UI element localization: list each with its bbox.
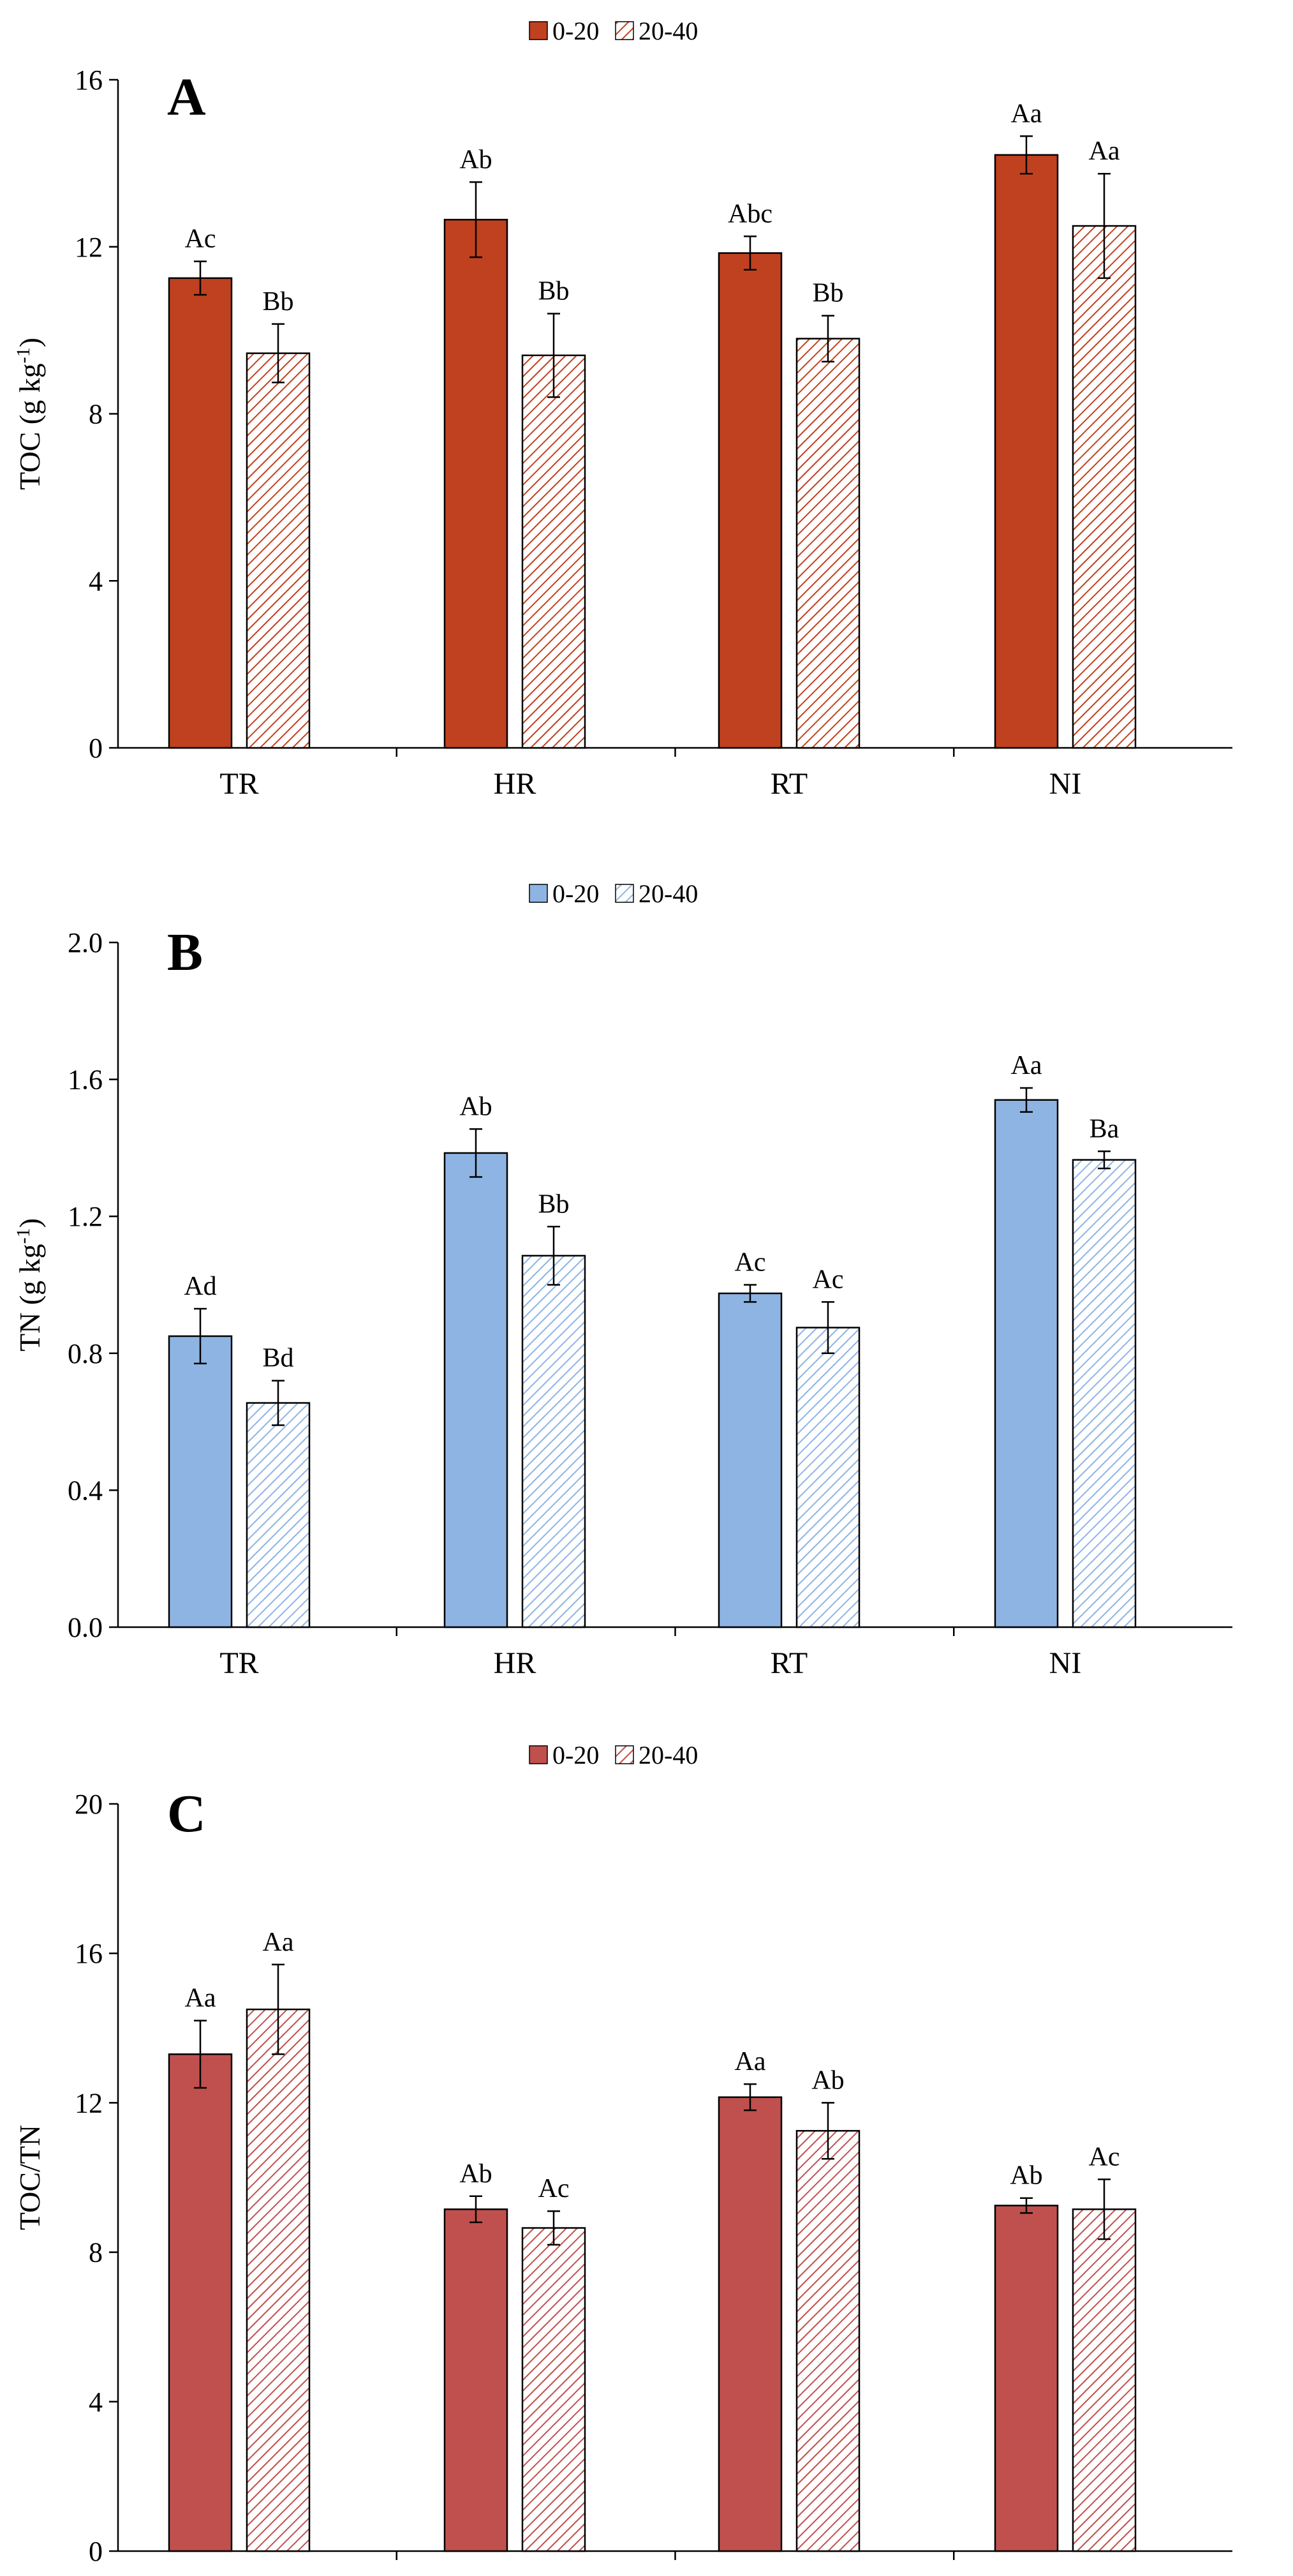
significance-label: Bb (262, 287, 293, 316)
bar-TR-20-40 (246, 352, 311, 749)
legend-swatch-0-20 (529, 884, 548, 903)
legend-label: 20-40 (639, 1741, 698, 1769)
significance-label: Bb (812, 279, 843, 308)
panel-label: A (167, 68, 206, 127)
y-tick-label: 0.8 (68, 1338, 103, 1369)
x-category-label: RT (771, 1646, 808, 1680)
legend-label: 0-20 (552, 879, 599, 908)
x-category-label: NI (1049, 767, 1082, 801)
y-tick-label: 0.0 (68, 1612, 103, 1643)
y-tick-label: 20 (75, 1789, 103, 1820)
significance-label: Aa (263, 1928, 294, 1957)
significance-label: Aa (1089, 137, 1120, 166)
legend-label: 0-20 (552, 1741, 599, 1769)
y-tick-label: 4 (89, 565, 103, 597)
bar-RT-0-20 (718, 1292, 783, 1628)
bar-RT-0-20 (718, 2096, 783, 2552)
bar-TR-20-40 (246, 2008, 311, 2552)
x-category-label: TR (219, 1646, 258, 1680)
significance-label: Aa (185, 1984, 216, 2013)
legend-label: 20-40 (639, 17, 698, 45)
y-tick-label: 12 (75, 232, 103, 263)
significance-label: Ac (735, 1248, 766, 1277)
y-axis-label: TOC (g kg-1) (13, 338, 46, 490)
x-category-label: HR (494, 1646, 536, 1680)
y-tick-label: 0.4 (68, 1475, 103, 1506)
significance-label: Aa (1011, 1051, 1042, 1080)
panel-label: B (167, 923, 203, 982)
significance-label: Bb (538, 1189, 569, 1219)
significance-label: Ab (459, 145, 492, 174)
bar-NI-20-40 (1072, 1159, 1137, 1628)
y-tick-label: 4 (89, 2386, 103, 2418)
y-tick-label: 0 (89, 733, 103, 764)
significance-label: Aa (735, 2047, 766, 2076)
x-category-label: TR (219, 767, 258, 801)
bar-HR-0-20 (443, 218, 508, 749)
y-tick-label: 1.2 (68, 1201, 103, 1232)
chart-panel-a: 0 4 8 12 16 TOC (g kg-1) A 0-20 20-40 Ac Bb TR Ab Bb H… (13, 17, 1232, 801)
y-tick-label: 0 (89, 2536, 103, 2567)
bar-RT-0-20 (718, 252, 783, 749)
bar-RT-20-40 (795, 1327, 861, 1628)
bar-NI-0-20 (994, 1099, 1059, 1628)
significance-label: Ba (1090, 1114, 1119, 1143)
panel-label: C (167, 1784, 206, 1843)
y-tick-label: 16 (75, 1938, 103, 1969)
bar-NI-0-20 (994, 154, 1059, 749)
significance-label: Ab (811, 2066, 844, 2095)
y-tick-label: 16 (75, 64, 103, 96)
significance-label: Ab (1010, 2161, 1042, 2191)
bar-RT-20-40 (795, 2130, 861, 2552)
significance-label: Ad (184, 1272, 216, 1301)
significance-label: Ac (538, 2174, 570, 2203)
bar-HR-0-20 (443, 1152, 508, 1628)
bar-NI-0-20 (994, 2205, 1059, 2552)
x-category-label: HR (494, 2570, 536, 2576)
y-axis-label: TOC/TN (13, 2125, 46, 2230)
bar-TR-0-20 (168, 277, 233, 749)
bar-TR-20-40 (246, 1402, 311, 1628)
legend-swatch-0-20 (529, 1745, 548, 1764)
chart-panel-b: 0.0 0.4 0.8 1.2 1.6 2.0 TN (g kg-1) B 0-20 20-40 A… (13, 879, 1232, 1680)
significance-label: Ac (1089, 2142, 1120, 2171)
y-tick-label: 2.0 (68, 927, 103, 958)
bar-HR-0-20 (443, 2208, 508, 2552)
significance-label: Aa (1011, 99, 1042, 128)
significance-label: Bb (538, 276, 569, 306)
bar-NI-20-40 (1072, 2208, 1137, 2552)
significance-label: Ac (185, 225, 216, 254)
significance-label: Ac (813, 1265, 844, 1294)
y-axis-label: TN (g kg-1) (13, 1218, 46, 1351)
bar-RT-20-40 (795, 338, 861, 749)
chart-panel-c: 0 4 8 12 16 20 TOC/TN C 0-20 20-40 Aa Aa TR Ab Ac HR Aa A… (13, 1741, 1232, 2576)
y-tick-label: 12 (75, 2087, 103, 2118)
x-category-label: NI (1049, 2570, 1082, 2576)
legend-swatch-20-40 (615, 884, 634, 903)
bar-NI-20-40 (1072, 225, 1137, 749)
x-category-label: NI (1049, 1646, 1082, 1680)
bar-HR-20-40 (521, 354, 586, 749)
significance-label: Bd (262, 1344, 293, 1373)
significance-label: Abc (728, 199, 772, 228)
legend-label: 20-40 (639, 879, 698, 908)
bar-HR-20-40 (521, 1254, 586, 1628)
y-tick-label: 8 (89, 399, 103, 430)
y-tick-label: 8 (89, 2237, 103, 2268)
legend-swatch-20-40 (615, 1745, 634, 1764)
significance-label: Ab (459, 2159, 492, 2189)
x-category-label: TR (219, 2570, 258, 2576)
x-category-label: RT (771, 767, 808, 801)
bar-TR-0-20 (168, 2053, 233, 2552)
y-tick-label: 1.6 (68, 1064, 103, 1096)
x-category-label: HR (494, 767, 536, 801)
legend-swatch-0-20 (529, 21, 548, 40)
x-category-label: RT (771, 2570, 808, 2576)
significance-label: Ab (459, 1092, 492, 1121)
bar-TR-0-20 (168, 1335, 233, 1628)
bar-HR-20-40 (521, 2227, 586, 2552)
legend-label: 0-20 (552, 17, 599, 45)
legend-swatch-20-40 (615, 21, 634, 40)
